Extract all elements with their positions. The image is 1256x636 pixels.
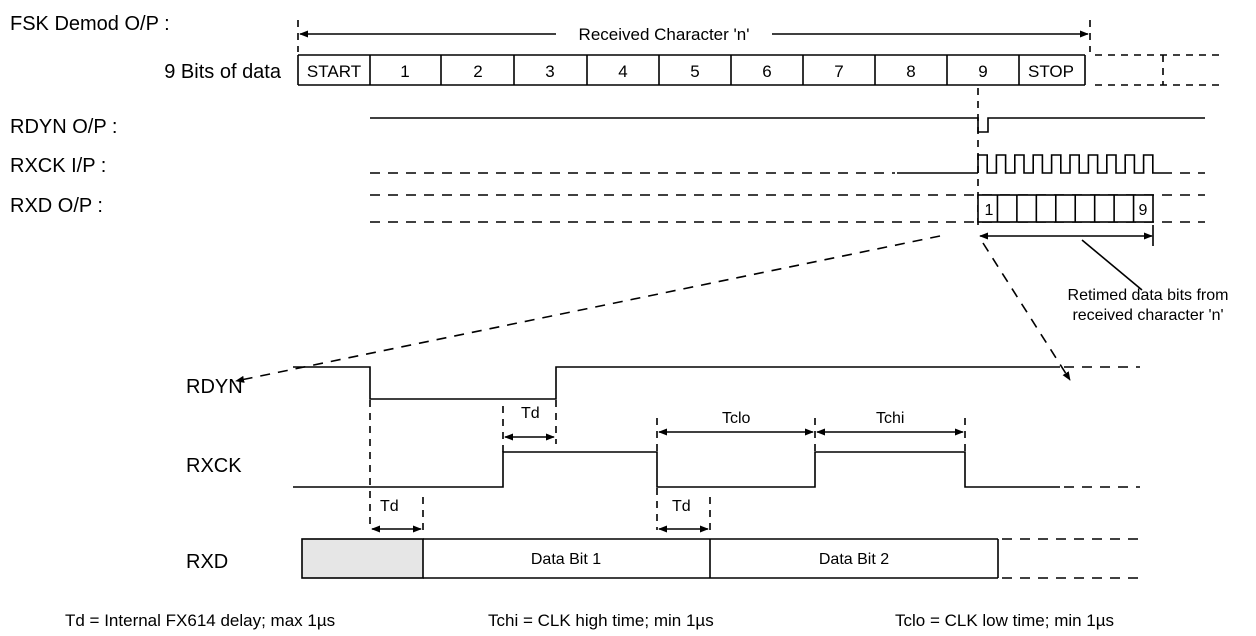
note-tclo: Tclo = CLK low time; min 1µs	[895, 611, 1114, 630]
td-label-3: Td	[672, 498, 691, 515]
rdyn-label: RDYN	[186, 376, 243, 398]
cell-start: START	[307, 62, 361, 81]
bit-cells	[297, 54, 1220, 86]
note-tchi: Tchi = CLK high time; min 1µs	[488, 611, 714, 630]
cell-bit-4: 4	[618, 62, 627, 81]
received-char-label: Received Character 'n'	[579, 25, 750, 44]
rxd-data-bit-2: Data Bit 2	[819, 551, 889, 568]
td-label-1: Td	[521, 405, 540, 422]
rxck-ip-clock	[977, 154, 1162, 174]
tclo-label: Tclo	[722, 410, 751, 427]
rxck-waveform	[293, 451, 1060, 488]
rxck-label: RXCK	[186, 455, 242, 477]
rxd-undefined-region	[301, 538, 424, 579]
td-label-2: Td	[380, 498, 399, 515]
note-td: Td = Internal FX614 delay; max 1µs	[65, 611, 335, 630]
zoom-arrow-left	[235, 235, 941, 383]
fsk-demod-label: FSK Demod O/P :	[10, 13, 170, 35]
cell-bit-7: 7	[834, 62, 843, 81]
retimed-note-line2: received character 'n'	[1072, 307, 1223, 324]
rdyn-op-waveform	[370, 117, 1205, 133]
tchi-label: Tchi	[876, 410, 904, 427]
bits-of-data-label: 9 Bits of data	[164, 61, 282, 83]
rxd-data-bit-1: Data Bit 1	[531, 551, 601, 568]
cell-bit-1: 1	[400, 62, 409, 81]
rxd-bit-9: 9	[1139, 202, 1148, 219]
cell-bit-5: 5	[690, 62, 699, 81]
retimed-leader-line	[1081, 239, 1143, 291]
rxck-ip-label: RXCK I/P :	[10, 155, 106, 177]
cell-bit-2: 2	[473, 62, 482, 81]
rxd-op-bits	[977, 194, 1154, 223]
cell-stop: STOP	[1028, 62, 1074, 81]
cell-bit-9: 9	[978, 62, 987, 81]
rxd-label: RXD	[186, 551, 228, 573]
rxd-data-cells	[423, 538, 1140, 579]
rdyn-op-label: RDYN O/P :	[10, 116, 117, 138]
cell-bit-6: 6	[762, 62, 771, 81]
rxd-op-label: RXD O/P :	[10, 195, 103, 217]
retimed-note-line1: Retimed data bits from	[1068, 287, 1229, 304]
rxd-bit-1: 1	[985, 202, 994, 219]
rdyn-waveform	[293, 366, 1060, 400]
cell-bit-8: 8	[906, 62, 915, 81]
cell-bit-3: 3	[545, 62, 554, 81]
zoom-arrow-right	[982, 242, 1071, 381]
